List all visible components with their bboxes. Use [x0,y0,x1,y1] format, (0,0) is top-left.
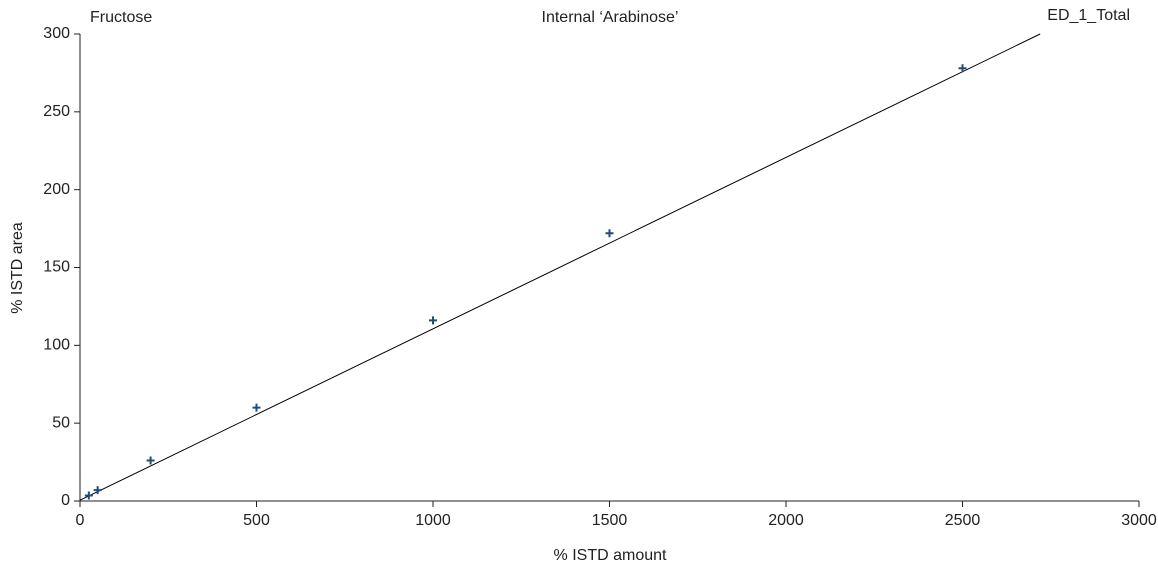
y-tick-label: 300 [43,25,70,42]
data-point [93,486,102,495]
compound-label: Fructose [90,9,152,26]
trace-label: ED_1_Total [1047,7,1130,24]
y-tick-label: 0 [61,492,70,509]
data-point [429,316,437,325]
x-tick-label: 0 [76,512,85,529]
data-point [605,229,614,238]
x-tick-label: 1500 [592,512,628,529]
x-tick-label: 1000 [415,512,451,529]
data-point [84,491,93,500]
data-point [146,456,155,465]
y-tick-label: 250 [43,103,70,120]
x-tick-label: 2000 [768,512,804,529]
x-axis-label: % ISTD amount [554,547,667,564]
y-axis-label: % ISTD area [9,222,26,314]
y-tick-label: 50 [52,414,70,431]
chart-title: Internal ‘Arabinose’ [542,9,679,26]
y-tick-label: 200 [43,181,70,198]
fit-line [79,33,1041,501]
x-tick-label: 500 [243,512,270,529]
y-tick-label: 150 [43,259,70,276]
data-point [252,403,261,412]
x-tick-label: 2500 [945,512,981,529]
y-tick-label: 100 [43,337,70,354]
x-tick-label: 3000 [1121,512,1157,529]
data-point [958,64,967,73]
